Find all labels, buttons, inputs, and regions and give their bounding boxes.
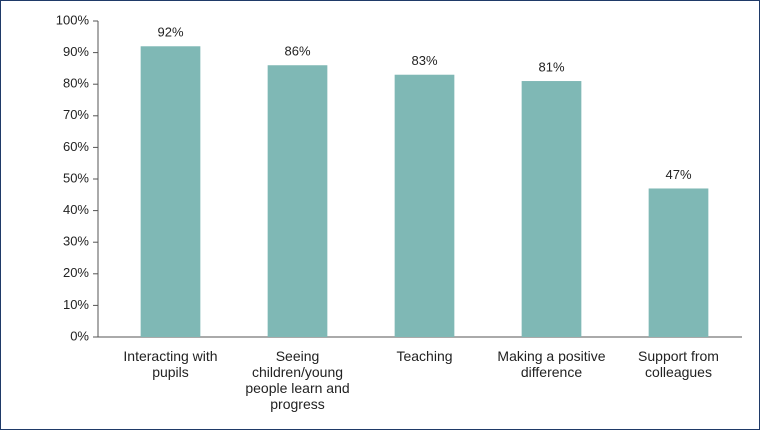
- bar: [648, 188, 709, 337]
- y-tick-label: 90%: [63, 44, 89, 59]
- bar: [140, 46, 201, 337]
- value-label: 92%: [157, 25, 183, 40]
- bar: [267, 65, 328, 338]
- value-label: 83%: [411, 53, 437, 68]
- y-tick-label: 100%: [56, 12, 90, 27]
- y-tick-label: 70%: [63, 107, 89, 122]
- x-tick-label: Teaching: [396, 348, 453, 364]
- value-label: 81%: [538, 59, 564, 74]
- y-tick-label: 10%: [63, 297, 89, 312]
- value-label: 47%: [665, 167, 691, 182]
- y-tick-label: 60%: [63, 139, 89, 154]
- value-label: 86%: [284, 44, 310, 59]
- y-tick-label: 0%: [70, 328, 89, 343]
- y-tick-label: 50%: [63, 170, 89, 185]
- y-tick-label: 30%: [63, 234, 89, 249]
- x-tick-label: Interacting with pupils: [123, 348, 218, 380]
- y-tick-label: 40%: [63, 202, 89, 217]
- bar: [394, 74, 455, 337]
- x-tick-label: Seeing children/young people learn and p…: [245, 348, 350, 412]
- bar: [521, 81, 582, 337]
- x-tick-label: Making a positive difference: [497, 348, 606, 380]
- y-tick-label: 80%: [63, 76, 89, 91]
- x-tick-label: Support from colleagues: [638, 348, 719, 380]
- y-tick-label: 20%: [63, 265, 89, 280]
